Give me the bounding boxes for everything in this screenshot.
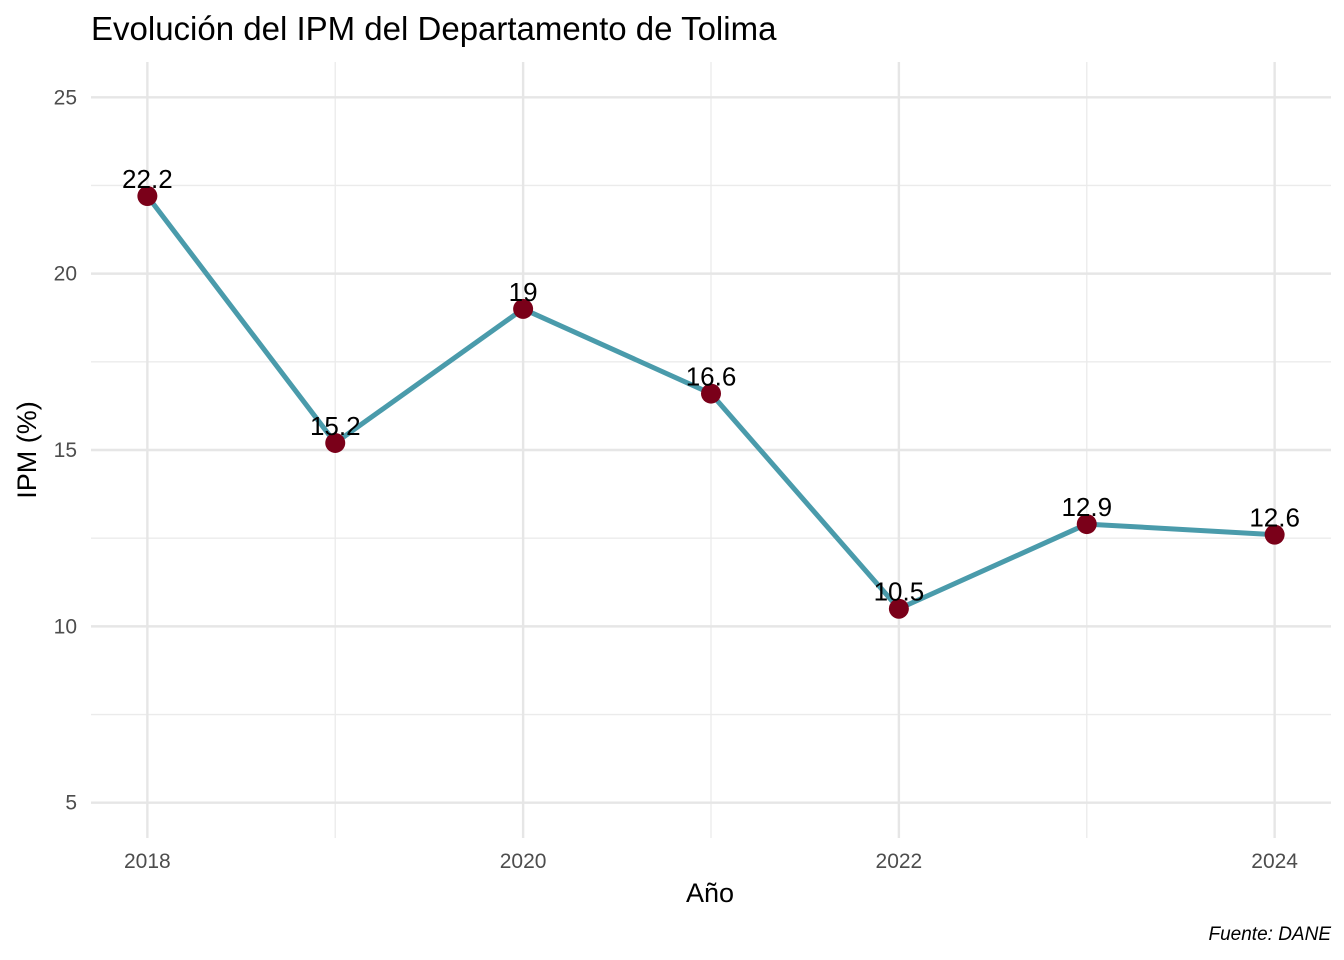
y-tick-label: 10 [54,615,77,638]
y-tick-label: 25 [54,86,77,109]
data-label: 12.6 [1249,503,1300,533]
chart-title: Evolución del IPM del Departamento de To… [91,10,777,47]
y-tick-label: 5 [65,792,77,815]
x-axis-ticks: 2018 2020 2022 2024 [124,850,1298,873]
x-axis-title: Año [686,878,734,908]
data-label: 15.2 [310,411,361,441]
data-label: 12.9 [1061,492,1112,522]
y-tick-label: 15 [54,439,77,462]
data-label: 19 [509,277,538,307]
x-tick-label: 2020 [500,850,547,873]
y-axis-ticks: 5 10 15 20 25 [54,86,77,814]
data-label: 16.6 [686,362,737,392]
y-axis-title: IPM (%) [12,401,42,499]
data-label: 22.2 [122,164,173,194]
data-label: 10.5 [874,577,925,607]
y-tick-label: 20 [54,263,77,286]
x-tick-label: 2022 [876,850,923,873]
x-tick-label: 2018 [124,850,171,873]
caption-source: Fuente: DANE [1209,924,1332,945]
x-tick-label: 2024 [1251,850,1298,873]
